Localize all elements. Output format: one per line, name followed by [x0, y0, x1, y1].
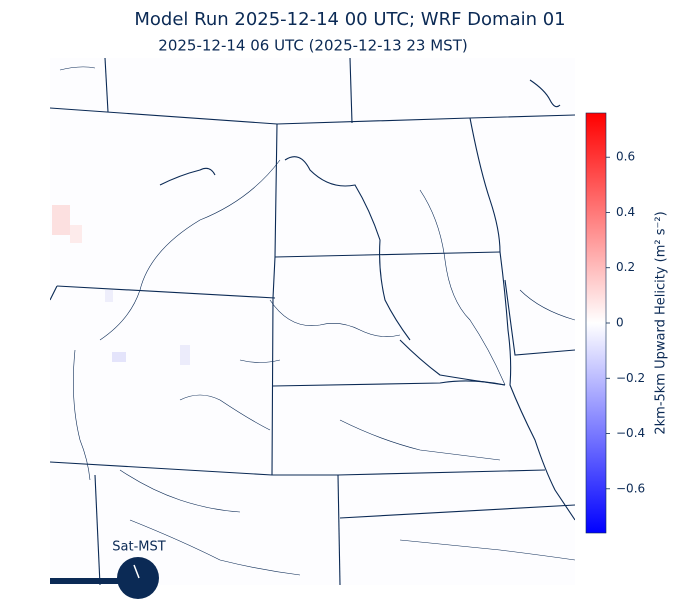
subtitle: 2025-12-14 06 UTC (2025-12-13 23 MST) — [158, 37, 467, 55]
colorbar-tick-label: −0.2 — [616, 371, 645, 385]
colorbar-tick-label: 0 — [616, 316, 624, 330]
time-hand — [133, 564, 140, 579]
time-dial — [117, 557, 159, 599]
colorbar-tick-label: −0.4 — [616, 426, 645, 440]
colorbar-tick-label: 0.4 — [616, 205, 635, 219]
title: Model Run 2025-12-14 00 UTC; WRF Domain … — [134, 9, 565, 30]
colorbar — [585, 112, 607, 534]
time-indicator-label: Sat-MST — [112, 540, 165, 555]
map — [50, 58, 575, 585]
colorbar-tick-label: −0.6 — [616, 481, 645, 495]
colorbar-tick-label: 0.2 — [616, 260, 635, 274]
colorbar-tick-label: 0.6 — [616, 150, 635, 164]
colorbar-label: 2km-5km Upward Helicity (m² s⁻²) — [654, 211, 669, 434]
